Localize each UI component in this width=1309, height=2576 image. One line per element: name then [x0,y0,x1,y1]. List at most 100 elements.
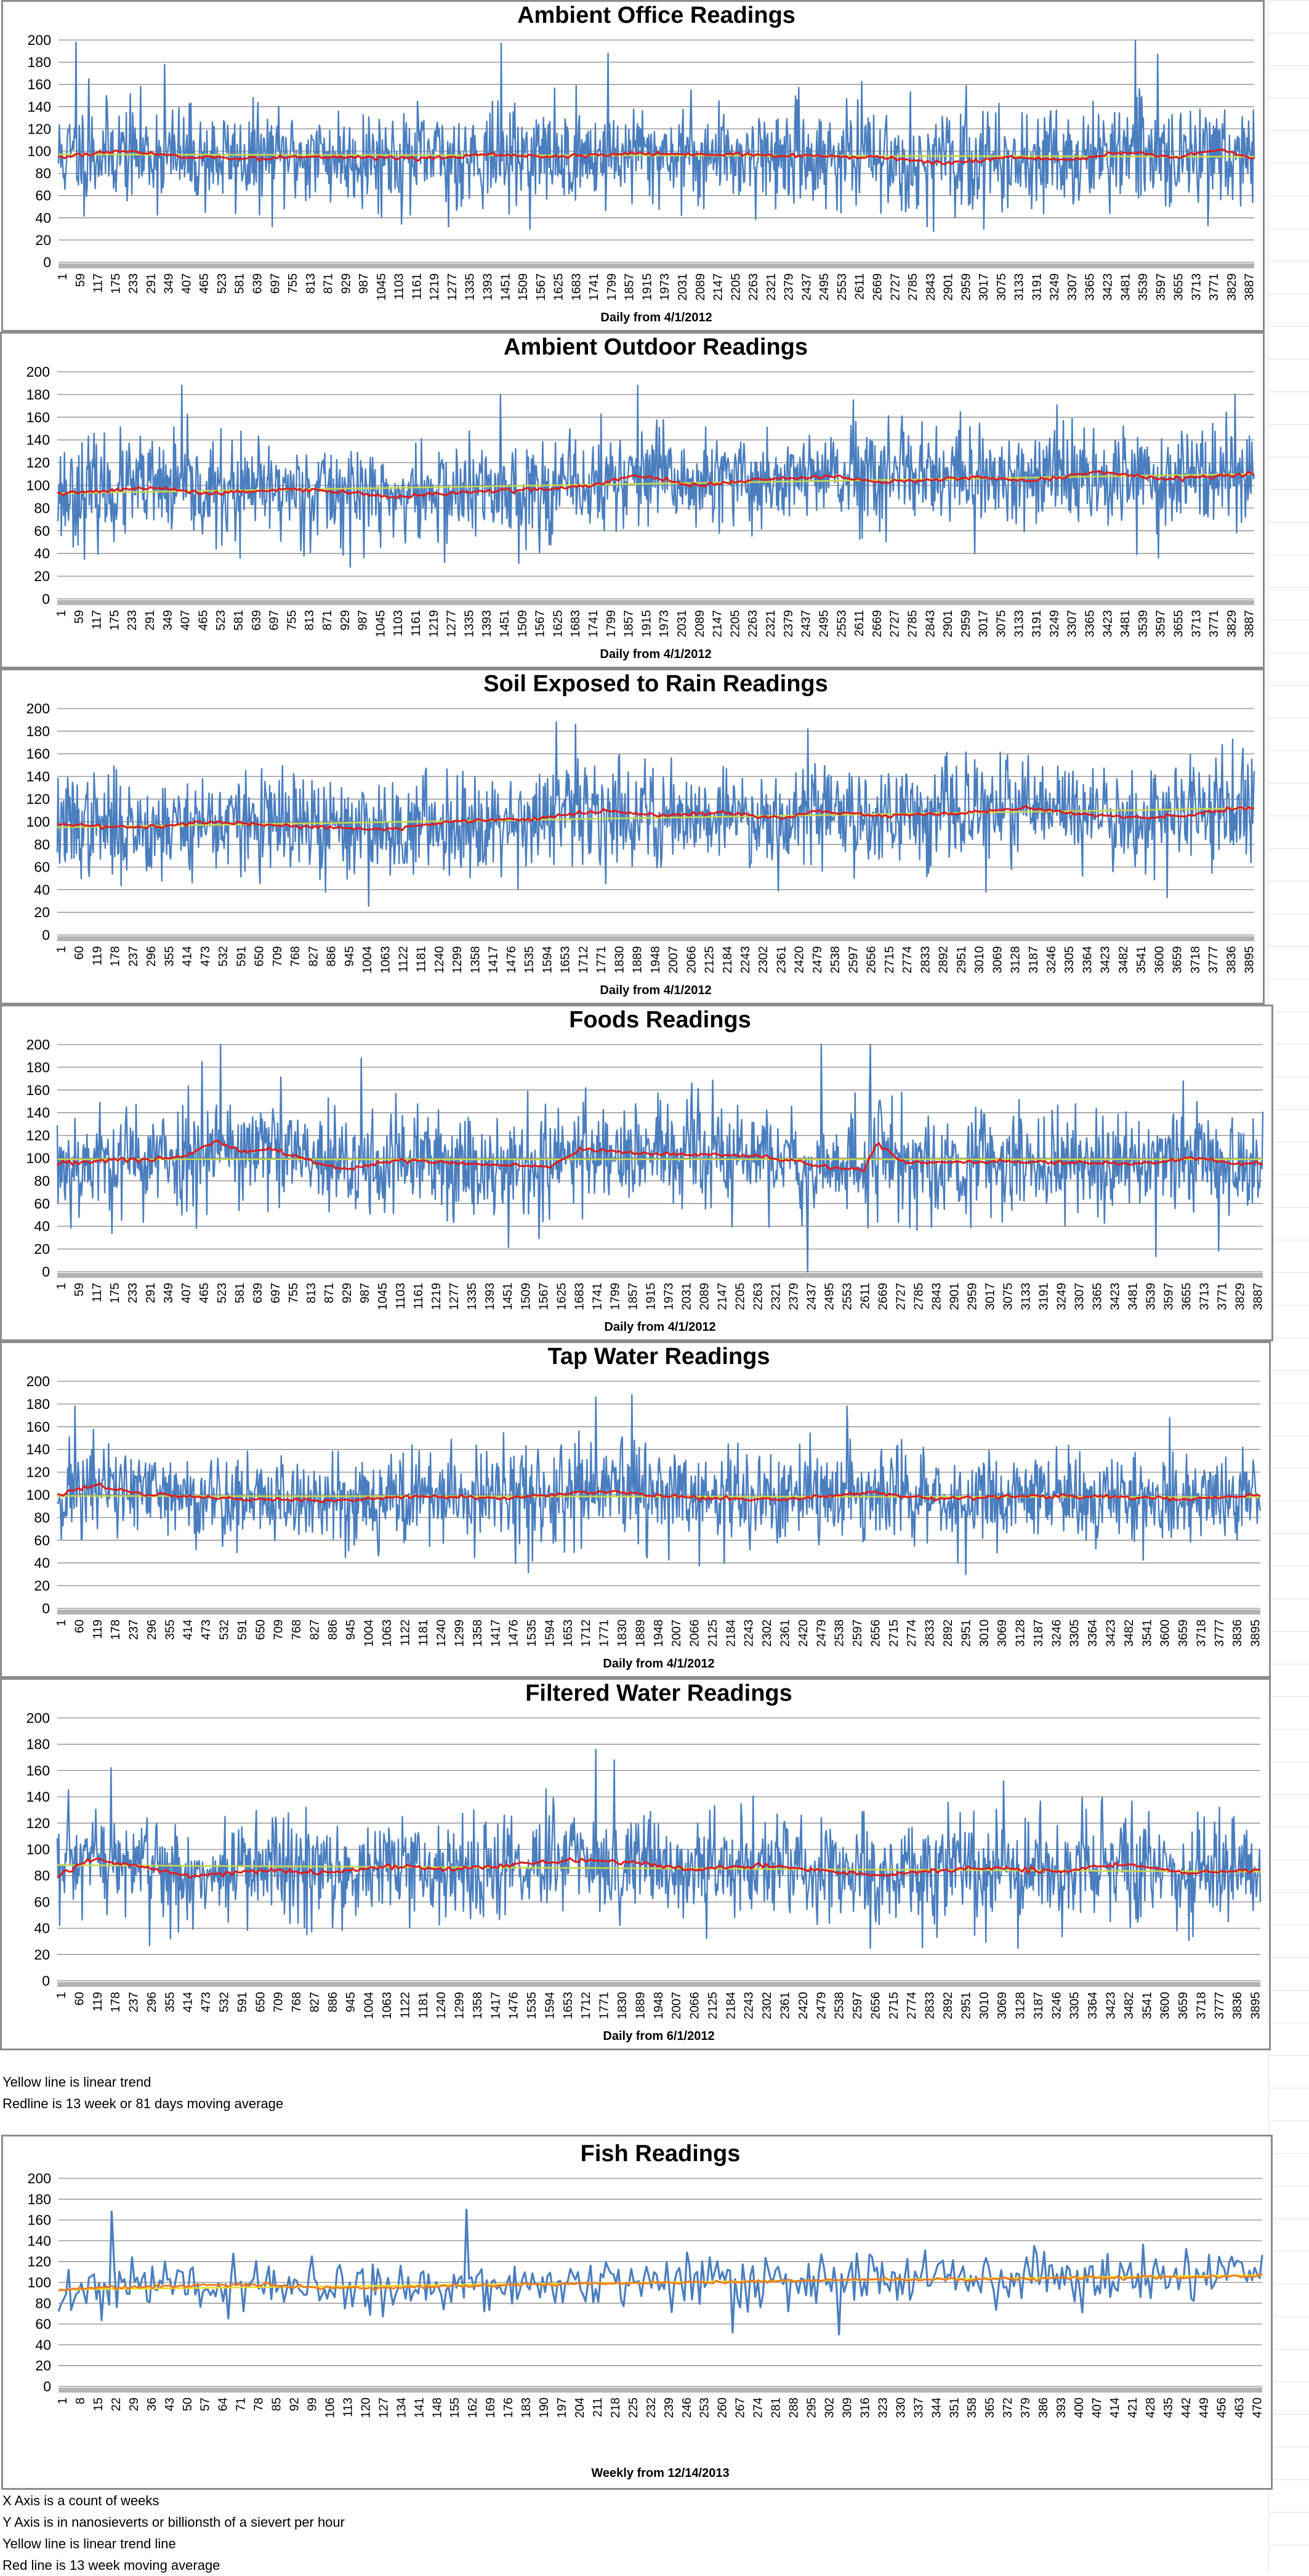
x-tick-label: 117 [92,273,105,293]
x-tick-label: 2727 [888,273,902,301]
x-tick-label: 2715 [887,1992,901,2020]
moving-average-line [58,2273,1263,2292]
x-tick-label: 2205 [733,1283,747,1310]
y-tick-label: 40 [34,881,50,897]
x-tick-label: 3713 [1190,610,1203,638]
x-tick-label: 2379 [783,273,796,301]
y-tick-label: 120 [26,1464,50,1480]
x-tick-label: 639 [250,610,264,630]
x-tick-label: 3307 [1066,610,1079,638]
x-axis-label: Daily from 4/1/2012 [603,1657,714,1671]
x-tick-label: 1948 [652,1992,666,2020]
chart-svg: Soil Exposed to Rain Readings 0 20 40 60 80 10… [26,671,1257,997]
x-tick-label: 945 [344,1992,358,2012]
soil-exposed-chart: Soil Exposed to Rain Readings 0 20 40 60 80 10… [0,668,1265,1005]
x-tick-label: 178 [109,946,123,966]
x-tick-label: 2959 [959,273,973,301]
x-tick-label: 2263 [746,610,760,638]
x-tick-label: 2125 [706,1992,720,2020]
x-tick-label: 1857 [626,1283,640,1310]
x-tick-label: 36 [145,2397,159,2411]
x-tick-label: 3191 [1037,1283,1051,1310]
x-tick-label: 3305 [1068,1619,1082,1647]
x-tick-label: 2007 [670,1619,683,1647]
x-tick-label: 3777 [1213,1992,1226,2020]
y-tick-label: 40 [34,1920,50,1936]
x-tick-label: 204 [573,2397,587,2418]
x-tick-label: 2959 [959,610,973,638]
x-tick-label: 1594 [543,1992,557,2020]
x-tick-label: 2597 [851,1619,864,1647]
x-tick-label: 650 [254,1992,267,2012]
x-tick-label: 2951 [959,1992,973,2020]
x-tick-label: 2597 [851,1992,864,2020]
y-tick-label: 100 [26,1150,50,1166]
x-tick-label: 365 [983,2397,997,2418]
x-tick-label: 379 [1019,2397,1033,2418]
chart-svg: Ambient Office Readings02040608010012014… [28,2,1257,324]
x-tick-label: 1181 [417,1992,430,2018]
x-tick-label: 267 [734,2397,747,2418]
x-tick-label: 1799 [608,1283,622,1310]
x-tick-label: 120 [359,2397,373,2418]
x-tick-label: 414 [182,1619,195,1640]
x-tick-label: 2147 [712,273,725,301]
x-tick-label: 60 [73,1619,86,1633]
y-tick-label: 60 [34,1894,50,1910]
x-tick-label: 3541 [1140,1619,1154,1647]
x-tick-label: 2892 [941,1619,955,1647]
x-tick-label: 3539 [1145,1283,1158,1310]
x-tick-label: 3659 [1171,946,1185,974]
x-tick-label: 473 [199,1992,213,2012]
readings-line [57,1394,1262,1575]
x-tick-label: 1004 [363,1619,376,1647]
x-tick-label: 1509 [519,1283,533,1310]
x-tick-label: 1358 [471,1619,485,1647]
x-tick-label: 3069 [996,1992,1009,2020]
x-tick-label: 1063 [381,1992,394,2020]
x-tick-label: 15 [92,2397,105,2411]
x-tick-label: 99 [306,2397,320,2411]
x-tick-label: 175 [108,610,121,630]
x-tick-label: 1889 [634,1992,647,2020]
y-tick-label: 100 [26,1487,50,1503]
x-tick-label: 2479 [811,946,824,974]
x-tick-label: 2420 [793,946,807,974]
x-tick-label: 1771 [598,1992,611,2020]
x-tick-label: 2066 [685,946,698,974]
x-tick-label: 3771 [1207,273,1221,301]
x-tick-label: 2031 [675,610,689,638]
y-tick-label: 20 [34,1946,50,1962]
x-axis-label: Daily from 6/1/2012 [603,2029,714,2043]
x-tick-label: 407 [179,610,193,630]
y-tick-label: 0 [42,1973,50,1989]
x-tick-label: 3718 [1194,1992,1208,2020]
x-tick-label: 64 [217,2397,230,2411]
y-tick-label: 160 [26,409,50,425]
x-tick-label: 218 [609,2397,622,2418]
x-tick-label: 697 [268,610,281,630]
x-tick-label: 755 [286,273,300,294]
x-tick-label: 1240 [435,1619,448,1647]
x-tick-label: 2774 [905,1619,919,1647]
x-tick-label: 1948 [652,1619,666,1647]
x-tick-label: 1830 [613,946,626,974]
x-tick-label: 3777 [1213,1619,1226,1647]
x-tick-label: 2263 [751,1283,765,1310]
x-tick-label: 296 [145,946,158,966]
x-tick-label: 2538 [833,1992,847,2020]
x-tick-label: 400 [1073,2397,1086,2418]
x-tick-label: 470 [1251,2397,1265,2418]
x-tick-label: 1476 [507,1619,521,1647]
readings-line [57,39,1255,232]
x-tick-label: 1277 [448,1283,461,1310]
x-tick-label: 281 [770,2397,783,2418]
x-tick-label: 355 [163,946,176,966]
x-tick-label: 3659 [1177,1992,1190,2020]
x-tick-label: 1161 [409,610,423,636]
x-tick-label: 60 [73,946,86,960]
x-tick-label: 813 [304,273,318,294]
x-tick-label: 3423 [1102,273,1115,301]
x-tick-label: 414 [181,946,195,966]
readings-line [56,384,1255,568]
